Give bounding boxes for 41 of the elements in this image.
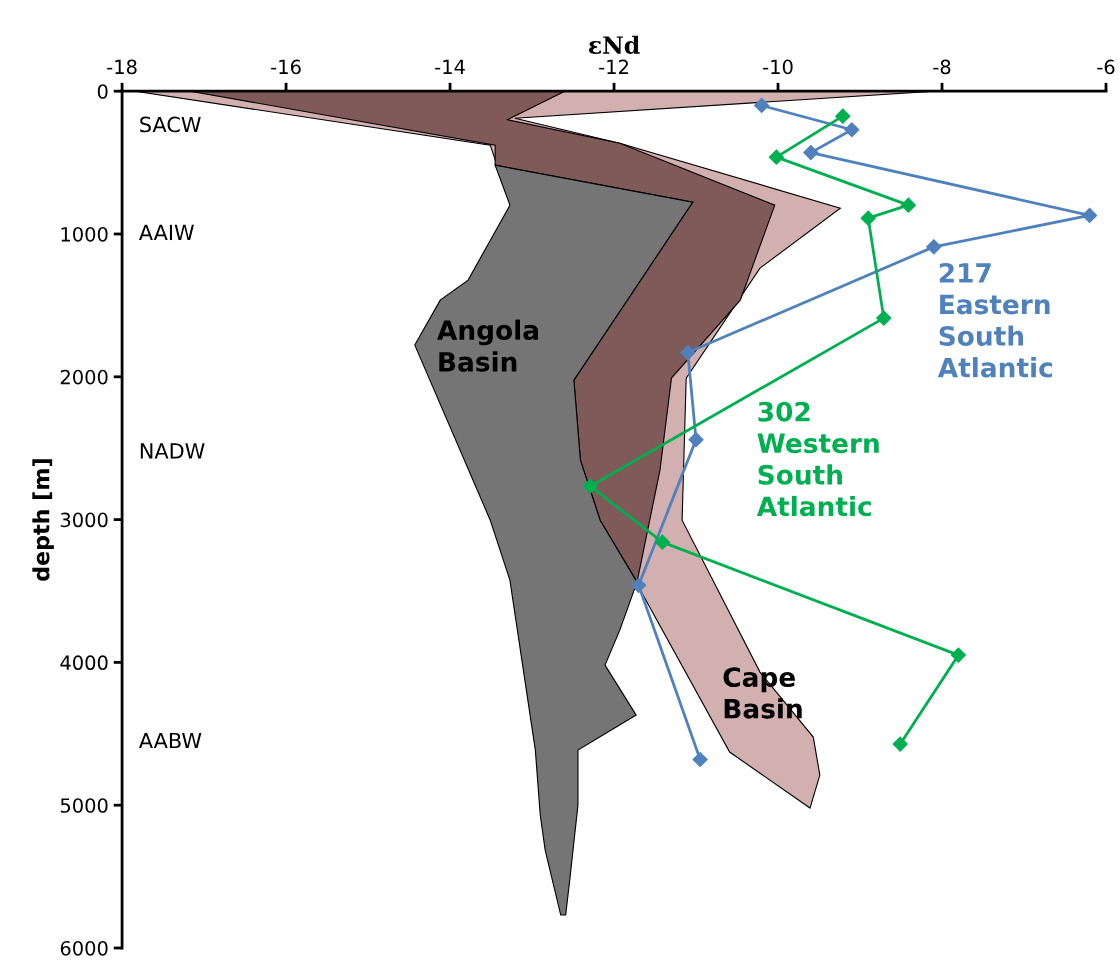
y-tick-label: 4000	[60, 655, 108, 671]
y-tick-label: 6000	[60, 940, 108, 956]
series-label: 217 Eastern South Atlantic	[937, 262, 1052, 378]
annotation: SACW	[140, 116, 201, 133]
y-tick-label: 2000	[60, 369, 108, 385]
x-tick-label: -14	[435, 59, 465, 74]
point	[860, 210, 876, 226]
annotation: AAIW	[138, 224, 194, 241]
y-tick-label: 0	[97, 84, 108, 99]
y-tick-label: 5000	[60, 798, 108, 813]
annotation: AABW	[138, 732, 202, 749]
x-tick-label: -16	[271, 59, 301, 75]
point	[680, 344, 696, 361]
point	[582, 478, 598, 494]
point	[892, 736, 908, 752]
x-tick-label: -6	[1097, 59, 1115, 75]
x-tick-label: -18	[107, 59, 137, 75]
point	[631, 577, 647, 593]
annotation: NADW	[140, 443, 205, 459]
y-tick-label: 3000	[60, 512, 108, 528]
y-axis-title: depth [m]	[32, 459, 54, 581]
point	[876, 310, 892, 326]
point	[950, 647, 966, 663]
point	[900, 197, 916, 213]
point	[688, 432, 704, 448]
point	[754, 97, 770, 114]
point	[1082, 207, 1098, 224]
y-tick-label: 1000	[61, 226, 108, 242]
point	[926, 239, 942, 255]
point	[803, 145, 819, 161]
point	[844, 122, 860, 138]
x-tick-label: -10	[763, 59, 793, 75]
x-tick-label: -8	[933, 59, 951, 75]
x-axis-title: εNd	[588, 35, 640, 54]
point	[692, 751, 708, 768]
point	[654, 534, 670, 550]
point	[768, 149, 784, 165]
point	[835, 108, 851, 124]
x-tick-label: -12	[599, 59, 628, 74]
series-label: 302 Western South Atlantic	[756, 401, 879, 517]
series-label: Angola Basin	[437, 319, 538, 372]
